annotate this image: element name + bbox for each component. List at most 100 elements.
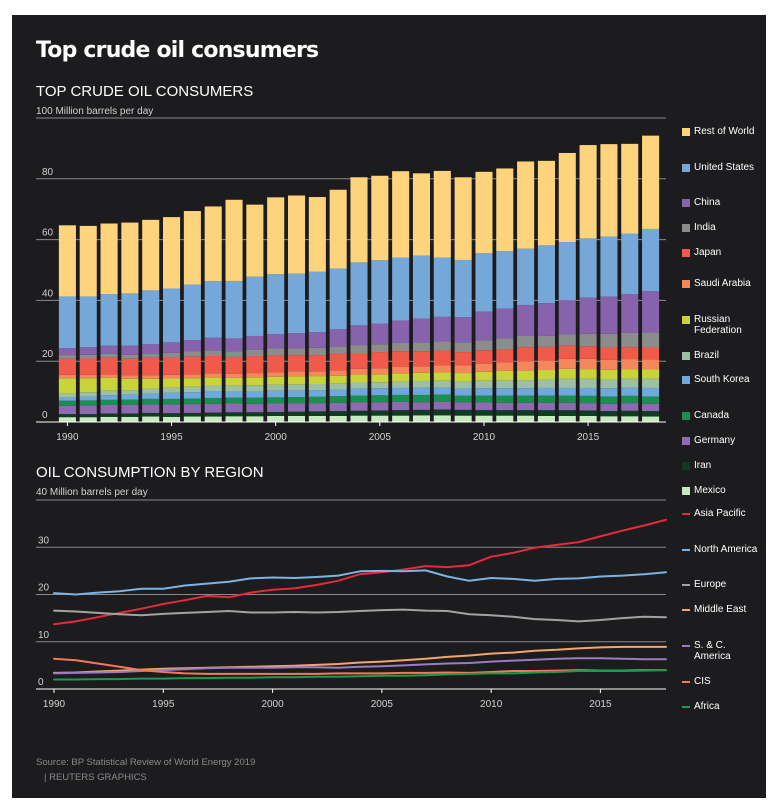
- bar-segment-germany-2009: [454, 402, 472, 410]
- bar-segment-brazil-2011: [496, 380, 514, 389]
- bar-segment-canada-1997: [204, 397, 222, 404]
- bar-segment-iran-2000: [267, 411, 285, 416]
- bar-segment-japan-1992: [100, 357, 118, 375]
- bar-segment-saudi-arabia-1990: [58, 374, 76, 379]
- bar-segment-germany-2010: [475, 402, 493, 411]
- bar-segment-brazil-1992: [100, 390, 118, 396]
- bar-segment-germany-2001: [287, 403, 306, 412]
- bar-segment-rest-of-world-2011: [496, 168, 514, 252]
- bar-segment-brazil-2001: [287, 384, 306, 391]
- bar-segment-rest-of-world-1997: [204, 206, 222, 282]
- bar-segment-japan-2001: [287, 355, 306, 372]
- bar-segment-united-states-2002: [308, 271, 326, 333]
- legend-label: Russian Federation: [694, 314, 742, 336]
- bar-segment-brazil-2012: [517, 380, 535, 389]
- bar-segment-russian-federation-1998: [225, 377, 243, 386]
- bar-segment-russian-federation-1993: [121, 378, 139, 391]
- bar-segment-south-korea-1994: [142, 393, 160, 399]
- bar-segment-canada-2004: [350, 395, 368, 403]
- bar-segment-germany-2013: [537, 402, 555, 411]
- legend-swatch: [682, 128, 690, 136]
- bar-segment-india-2015: [579, 333, 597, 347]
- bar-segment-brazil-2006: [392, 381, 410, 388]
- bar-segment-south-korea-1999: [246, 390, 264, 398]
- bar-segment-mexico-2008: [433, 415, 451, 422]
- bar-segment-rest-of-world-2018: [642, 135, 660, 229]
- bar-xtick-label: 2000: [265, 432, 288, 443]
- bar-segment-russian-federation-2013: [537, 370, 555, 380]
- bar-segment-japan-2010: [475, 350, 493, 364]
- bar-segment-china-1990: [58, 348, 76, 356]
- bar-segment-rest-of-world-2014: [558, 152, 576, 243]
- bar-segment-canada-2014: [558, 395, 576, 403]
- legend-label: North America: [694, 544, 758, 555]
- bar-segment-south-korea-1996: [183, 392, 201, 399]
- bar-segment-brazil-2015: [579, 378, 597, 388]
- bar-segment-canada-1990: [58, 400, 76, 406]
- bar-segment-india-1995: [163, 352, 181, 358]
- bar-segment-russian-federation-2006: [392, 373, 410, 382]
- bar-segment-iran-1995: [163, 413, 181, 417]
- bar-segment-south-korea-2009: [454, 388, 472, 396]
- legend-swatch: [682, 376, 690, 384]
- bar-segment-india-1999: [246, 349, 264, 357]
- bar-segment-south-korea-1997: [204, 390, 222, 398]
- bar-segment-brazil-1997: [204, 385, 222, 391]
- bar-segment-japan-2000: [267, 355, 285, 373]
- bar-segment-iran-1996: [183, 412, 201, 417]
- bar-segment-brazil-1996: [183, 386, 201, 393]
- bar-xtick-label: 1990: [56, 432, 79, 443]
- bar-segment-india-2004: [350, 345, 368, 353]
- bar-segment-saudi-arabia-2018: [642, 359, 660, 370]
- bar-segment-saudi-arabia-1996: [183, 374, 201, 379]
- bar-segment-south-korea-1992: [100, 395, 118, 400]
- bar-segment-canada-2010: [475, 395, 493, 403]
- bar-segment-united-states-2007: [412, 255, 431, 319]
- bar-segment-brazil-1990: [58, 393, 76, 398]
- bar-segment-canada-2000: [267, 397, 285, 404]
- legend-swatch: [682, 199, 690, 207]
- bar-segment-india-1992: [100, 353, 118, 358]
- legend-line-swatch: [682, 513, 690, 515]
- bar-segment-china-1997: [204, 337, 222, 351]
- bar-segment-china-2015: [579, 297, 597, 334]
- bar-segment-india-2001: [287, 348, 306, 356]
- line-xtick-label: 1995: [152, 699, 175, 710]
- bar-segment-mexico-2017: [621, 416, 639, 422]
- bar-segment-germany-2018: [642, 403, 660, 412]
- bar-segment-germany-2002: [308, 403, 326, 412]
- bar-segment-iran-2009: [454, 409, 472, 416]
- bar-segment-south-korea-1998: [225, 391, 243, 398]
- bar-segment-saudi-arabia-2008: [433, 365, 451, 373]
- bar-ytick-label: 40: [42, 288, 54, 299]
- bar-segment-india-2003: [329, 346, 347, 354]
- bar-segment-south-korea-2007: [412, 387, 431, 395]
- bar-segment-china-2018: [642, 291, 660, 333]
- bar-segment-japan-2012: [517, 347, 535, 362]
- line-xtick-label: 2000: [261, 699, 284, 710]
- bar-xtick-label: 2005: [369, 432, 392, 443]
- bar-segment-iran-1994: [142, 412, 160, 417]
- bar-segment-united-states-2010: [475, 253, 493, 312]
- line-chart-unit: 40 Million barrels per day: [36, 487, 148, 498]
- bar-segment-iran-2015: [579, 410, 597, 416]
- bar-segment-rest-of-world-1992: [100, 223, 118, 295]
- legend-item-saudi-arabia: Saudi Arabia: [682, 278, 762, 302]
- bar-segment-germany-2015: [579, 403, 597, 411]
- bar-segment-united-states-2015: [579, 238, 597, 298]
- bar-segment-canada-2016: [600, 396, 618, 404]
- bar-segment-germany-1998: [225, 403, 243, 413]
- bar-segment-india-2002: [308, 347, 326, 356]
- legend-line-swatch: [682, 706, 690, 708]
- legend-item-india: India: [682, 222, 762, 246]
- bar-segment-china-2005: [371, 323, 389, 345]
- bar-segment-russian-federation-2015: [579, 369, 597, 379]
- legend-item-china: China: [682, 197, 762, 221]
- legend-swatch: [682, 164, 690, 172]
- bar-segment-india-2013: [537, 335, 555, 347]
- bar-segment-united-states-2013: [537, 245, 555, 304]
- bar-segment-united-states-2001: [287, 273, 306, 334]
- bar-segment-japan-2017: [621, 347, 639, 360]
- bar-segment-iran-2002: [308, 411, 326, 416]
- bar-segment-india-2000: [267, 348, 285, 356]
